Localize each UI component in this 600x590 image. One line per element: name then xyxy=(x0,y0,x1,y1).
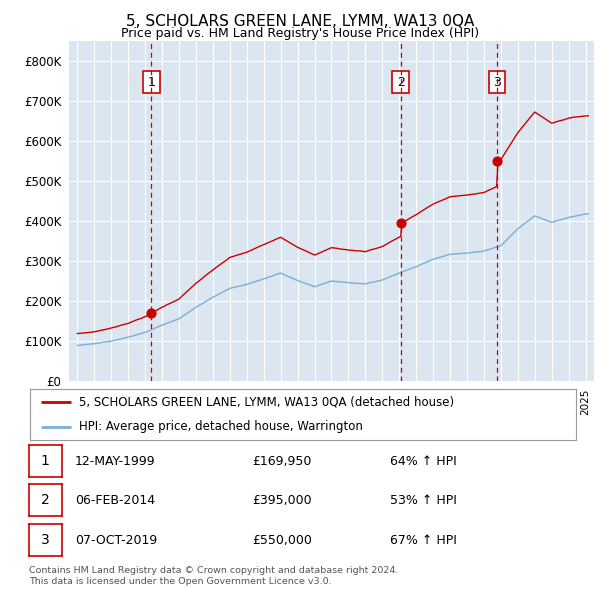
Text: 07-OCT-2019: 07-OCT-2019 xyxy=(75,534,157,547)
Point xyxy=(396,218,406,228)
Text: £169,950: £169,950 xyxy=(252,455,311,468)
Text: 06-FEB-2014: 06-FEB-2014 xyxy=(75,494,155,507)
Text: 2: 2 xyxy=(41,493,50,507)
Point xyxy=(492,156,502,166)
Text: 3: 3 xyxy=(41,533,50,547)
Text: 64% ↑ HPI: 64% ↑ HPI xyxy=(390,455,457,468)
Text: 3: 3 xyxy=(493,76,501,88)
Point xyxy=(146,308,156,317)
Text: 12-MAY-1999: 12-MAY-1999 xyxy=(75,455,155,468)
Text: Contains HM Land Registry data © Crown copyright and database right 2024.: Contains HM Land Registry data © Crown c… xyxy=(29,566,398,575)
Text: HPI: Average price, detached house, Warrington: HPI: Average price, detached house, Warr… xyxy=(79,420,363,433)
Text: 1: 1 xyxy=(148,76,155,88)
Text: 5, SCHOLARS GREEN LANE, LYMM, WA13 0QA: 5, SCHOLARS GREEN LANE, LYMM, WA13 0QA xyxy=(126,14,474,28)
Text: 1: 1 xyxy=(41,454,50,468)
Text: 2: 2 xyxy=(397,76,405,88)
Text: 5, SCHOLARS GREEN LANE, LYMM, WA13 0QA (detached house): 5, SCHOLARS GREEN LANE, LYMM, WA13 0QA (… xyxy=(79,396,454,409)
Text: Price paid vs. HM Land Registry's House Price Index (HPI): Price paid vs. HM Land Registry's House … xyxy=(121,27,479,40)
Text: 67% ↑ HPI: 67% ↑ HPI xyxy=(390,534,457,547)
Text: 53% ↑ HPI: 53% ↑ HPI xyxy=(390,494,457,507)
Text: £550,000: £550,000 xyxy=(252,534,312,547)
Text: This data is licensed under the Open Government Licence v3.0.: This data is licensed under the Open Gov… xyxy=(29,577,331,586)
Text: £395,000: £395,000 xyxy=(252,494,311,507)
